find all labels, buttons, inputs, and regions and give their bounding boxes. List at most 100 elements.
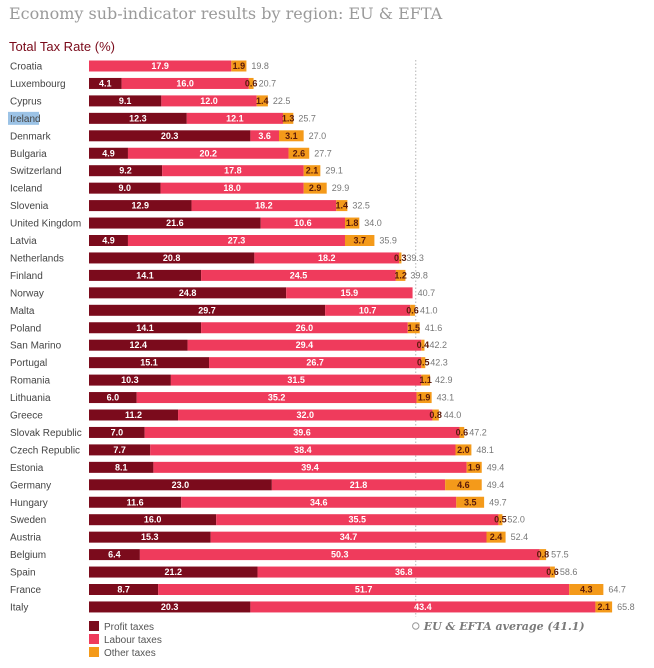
bar-segment (286, 287, 413, 299)
bar-value-label: 35.5 (349, 515, 367, 525)
category-label: Bulgaria (10, 149, 47, 160)
category-label: Italy (10, 602, 28, 613)
bar-value-label: 6.0 (107, 393, 120, 403)
category-label: San Marino (10, 341, 62, 352)
bar-value-label: 11.2 (125, 410, 142, 420)
category-label: Greece (10, 411, 43, 422)
category-label: Poland (10, 323, 41, 334)
bar-value-label: 32.0 (296, 410, 314, 420)
category-label: Germany (10, 480, 51, 491)
bar-segment (191, 200, 337, 212)
bar-value-label: 2.6 (293, 148, 306, 158)
bar-value-label: 3.7 (353, 236, 366, 246)
category-label: Latvia (10, 236, 37, 247)
bar-value-label: 2.4 (490, 532, 503, 542)
bar-segment (260, 217, 345, 229)
legend-swatch (89, 621, 99, 631)
category-label: Croatia (10, 62, 43, 73)
bar-segment (201, 269, 396, 281)
category-label: Luxembourg (10, 79, 66, 90)
bar-value-label: 20.2 (199, 148, 217, 158)
bar-value-label: 6.4 (108, 550, 121, 560)
bar-segment (248, 77, 254, 89)
bar-total-label: 39.3 (406, 253, 424, 263)
bar-value-label: 15.1 (140, 358, 158, 368)
category-highlight (8, 111, 39, 125)
bar-segment (160, 182, 304, 194)
bar-segment (456, 496, 485, 508)
bar-value-label: 0.6 (456, 427, 469, 437)
bar-segment (550, 566, 555, 578)
bar-total-label: 25.7 (298, 113, 316, 123)
bar-segment (89, 235, 128, 246)
bar-value-label: 26.0 (296, 323, 314, 333)
bar-segment (201, 322, 408, 334)
bar-segment (89, 252, 255, 264)
bar-segment (89, 409, 179, 421)
bar-value-label: 24.8 (179, 288, 197, 298)
bar-value-label: 4.1 (99, 78, 112, 88)
legend-label: Profit taxes (104, 622, 154, 633)
bar-value-label: 3.1 (285, 131, 298, 141)
legend-label: Other taxes (104, 648, 156, 659)
bar-value-label: 14.1 (136, 323, 154, 333)
bar-value-label: 18.2 (318, 253, 336, 263)
bar-value-label: 2.1 (306, 166, 319, 176)
bar-segment (127, 147, 289, 159)
bar-value-label: 21.2 (165, 567, 183, 577)
bar-segment (89, 182, 161, 194)
bar-segment (89, 95, 162, 107)
bar-value-label: 29.7 (198, 305, 216, 315)
bar-segment (89, 200, 192, 212)
bar-total-label: 49.4 (487, 462, 505, 472)
bar-segment (498, 514, 503, 526)
category-label: Norway (10, 288, 44, 299)
bar-value-label: 0.4 (417, 340, 430, 350)
bar-value-label: 1.9 (468, 462, 481, 472)
bar-segment (89, 339, 188, 351)
bar-value-label: 0.8 (537, 550, 550, 560)
bar-segment (256, 95, 268, 107)
bar-segment (89, 426, 145, 438)
bar-segment (325, 304, 411, 316)
bar-total-label: 42.3 (430, 358, 448, 368)
bar-total-label: 42.2 (429, 340, 447, 350)
bar-value-label: 18.2 (255, 201, 273, 211)
bar-value-label: 26.7 (306, 358, 324, 368)
bar-value-label: 0.5 (417, 358, 430, 368)
bar-total-label: 27.0 (309, 131, 327, 141)
bar-total-label: 43.1 (437, 393, 455, 403)
bar-segment (89, 514, 217, 526)
bar-total-label: 29.9 (332, 183, 350, 193)
average-marker-icon (412, 622, 420, 630)
average-annotation: EU & EFTA average (41.1) (423, 620, 585, 633)
bar-total-label: 44.0 (444, 410, 462, 420)
bar-total-label: 47.2 (469, 427, 487, 437)
bar-value-label: 9.1 (119, 96, 132, 106)
bar-total-label: 49.4 (487, 480, 505, 490)
bar-value-label: 31.5 (287, 375, 305, 385)
bar-segment (178, 409, 433, 421)
bar-segment (89, 77, 122, 89)
bar-value-label: 16.0 (176, 78, 194, 88)
bar-total-label: 35.9 (379, 236, 397, 246)
bar-segment (89, 147, 128, 159)
bar-segment (162, 165, 304, 177)
bar-value-label: 1.2 (394, 270, 407, 280)
bar-value-label: 1.1 (419, 375, 432, 385)
bar-value-label: 34.6 (310, 497, 328, 507)
bar-value-label: 2.1 (598, 602, 611, 612)
bar-segment (89, 269, 202, 281)
bar-segment (303, 165, 321, 177)
bar-total-label: 39.8 (410, 270, 428, 280)
bar-value-label: 12.9 (132, 201, 150, 211)
bar-segment (595, 601, 613, 613)
bar-value-label: 8.1 (115, 462, 128, 472)
bar-segment (89, 304, 326, 316)
bar-segment (158, 584, 570, 595)
bar-value-label: 1.9 (233, 61, 246, 71)
bar-segment (216, 514, 499, 526)
bar-segment (257, 566, 551, 578)
category-label: Ireland (10, 114, 41, 125)
bar-segment (279, 130, 304, 142)
